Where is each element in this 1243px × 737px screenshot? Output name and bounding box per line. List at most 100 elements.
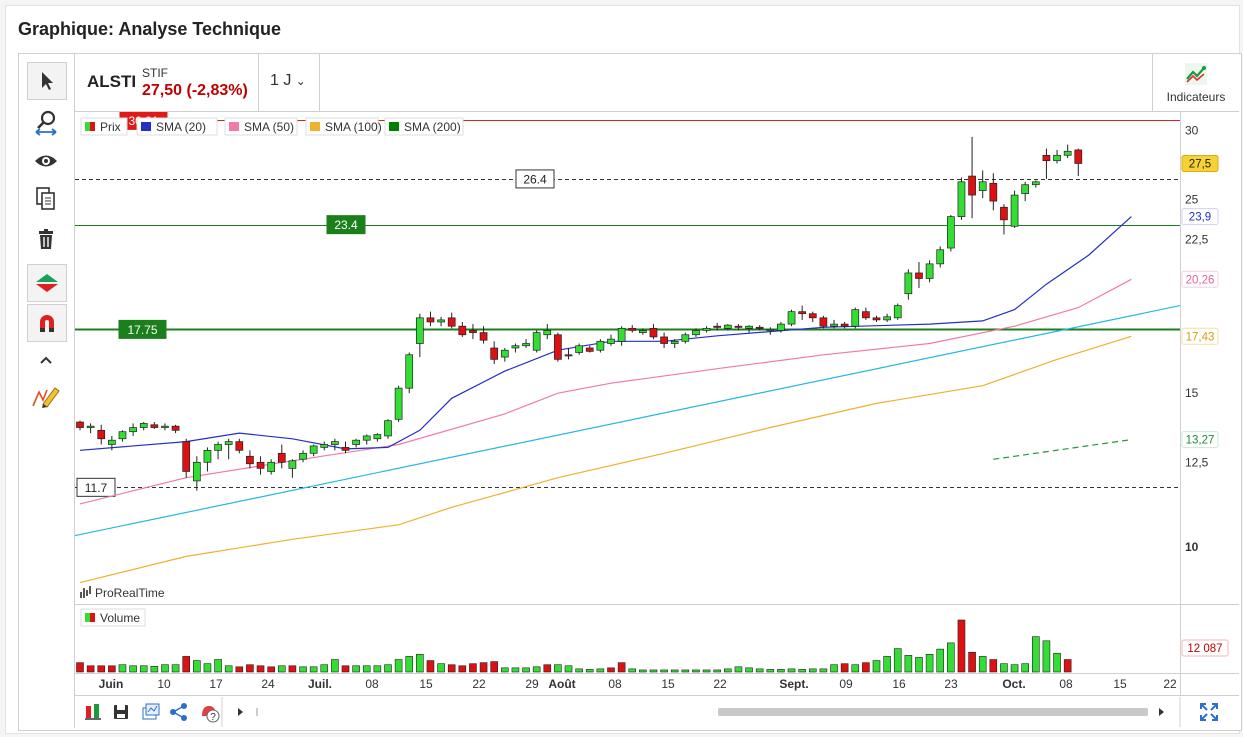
legend-item[interactable]: SMA (50) <box>224 117 298 136</box>
scroll-right-icon[interactable] <box>1159 708 1164 716</box>
price-change: 27,50 (-2,83%) <box>142 82 248 99</box>
candle <box>415 313 424 358</box>
y-tick-label: 25 <box>1185 193 1199 207</box>
legend-swatch <box>310 122 320 131</box>
level-label-box <box>515 169 555 189</box>
y-axis-ticks: 30 25 22,5 15 12,5 10 <box>1185 123 1209 553</box>
fullscreen-icon[interactable] <box>1200 703 1218 721</box>
volume-bar <box>352 665 360 673</box>
candle <box>267 459 276 475</box>
volume-bar <box>745 667 753 673</box>
indicators-button[interactable]: Indicateurs <box>1152 54 1239 111</box>
candle <box>1042 148 1051 179</box>
volume-bar <box>554 664 562 673</box>
candle-body <box>819 317 828 327</box>
candle-body <box>1074 149 1083 164</box>
volume-bar <box>118 664 127 673</box>
volume-bar <box>957 619 966 673</box>
legend-swatch <box>229 122 239 131</box>
value-badge <box>1181 208 1219 226</box>
candle-body <box>373 434 382 440</box>
trend-line <box>993 439 1132 460</box>
candle <box>437 316 445 327</box>
volume-bar <box>320 664 329 673</box>
copy-icon[interactable] <box>27 181 65 217</box>
candle-body <box>957 181 966 217</box>
candle <box>299 450 307 463</box>
candle <box>235 438 244 454</box>
zoom-icon[interactable] <box>27 105 65 141</box>
watermark-logo <box>80 586 91 598</box>
candle-body <box>862 311 870 319</box>
candle-body <box>1010 194 1019 227</box>
candle-body <box>235 441 244 451</box>
volume-bar <box>1063 659 1072 673</box>
volume-bar <box>564 665 573 673</box>
candle-body <box>851 309 860 327</box>
legend-item[interactable]: SMA (100) <box>305 117 382 136</box>
candle-body <box>777 323 785 331</box>
candle-body <box>1031 181 1040 186</box>
alert-help-icon[interactable]: ? <box>202 706 220 723</box>
magnet-icon[interactable] <box>27 304 67 342</box>
candle-body <box>331 441 339 445</box>
volume-value-label: 12 087 <box>1187 643 1222 655</box>
x-tick-label: Août <box>548 677 575 691</box>
legend-item[interactable]: SMA (200) <box>384 117 464 136</box>
candle-body <box>118 431 127 440</box>
icon-part <box>117 705 125 710</box>
pointer-icon[interactable] <box>27 62 67 100</box>
candle <box>214 441 222 460</box>
timeframe-select[interactable]: 1 J ⌄ <box>270 72 306 90</box>
candle-body <box>522 343 530 347</box>
volume-bar <box>830 664 838 673</box>
volume-bar <box>437 663 445 673</box>
x-tick-label: 22 <box>1163 677 1177 691</box>
candle <box>1074 148 1083 177</box>
save-icon[interactable] <box>114 705 128 719</box>
header-divider <box>258 54 259 111</box>
candle-body <box>479 332 488 341</box>
draw-pencil-icon[interactable] <box>27 378 65 414</box>
candle <box>1063 144 1072 158</box>
volume-bar <box>150 665 159 673</box>
candle <box>86 423 95 434</box>
legend-box <box>224 117 298 136</box>
candle-body <box>309 445 318 454</box>
candle <box>692 328 700 337</box>
candle-body <box>447 317 456 327</box>
candle <box>723 324 732 331</box>
candle-body <box>277 452 286 463</box>
value-badge <box>1181 431 1219 449</box>
legend-item[interactable]: Prix <box>80 117 128 136</box>
icon-part <box>94 704 99 718</box>
candle-body <box>192 461 201 482</box>
icon-part <box>172 705 185 719</box>
candle-body <box>214 444 222 451</box>
x-tick-label: 08 <box>608 677 622 691</box>
layers-icon[interactable] <box>142 703 160 720</box>
scroll-left-icon[interactable] <box>238 708 243 716</box>
x-tick-label: 09 <box>839 677 853 691</box>
level-label: 23.4 <box>334 218 358 232</box>
trash-icon[interactable] <box>27 221 65 257</box>
candle <box>840 321 849 329</box>
candle <box>989 173 998 211</box>
legend-item[interactable]: SMA (20) <box>136 117 218 136</box>
candle <box>543 324 552 340</box>
candle-body <box>362 435 371 441</box>
buy-sell-icon[interactable] <box>27 264 67 302</box>
tools-icon[interactable] <box>85 704 101 720</box>
volume-bar <box>893 648 902 673</box>
share-icon[interactable] <box>170 703 187 721</box>
candle-body <box>989 182 998 202</box>
scrollbar-thumb[interactable] <box>718 708 1148 716</box>
candle <box>352 438 360 448</box>
eye-icon[interactable] <box>27 143 65 179</box>
price-chart[interactable]: 26.423.417.7511.730.81302522,51512,51027… <box>75 112 1239 728</box>
collapse-icon[interactable] <box>27 348 65 372</box>
candle <box>150 422 159 429</box>
candle-body <box>288 460 297 469</box>
candle <box>118 430 127 442</box>
ticker-symbol[interactable]: ALSTI <box>87 72 137 91</box>
